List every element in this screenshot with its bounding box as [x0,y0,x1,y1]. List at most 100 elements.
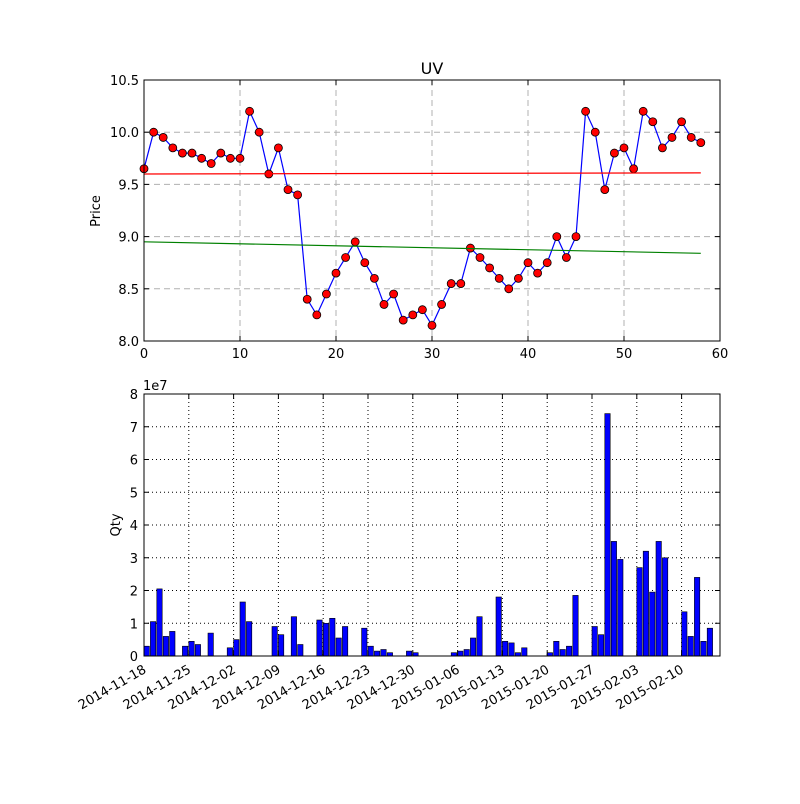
price-point [667,133,677,142]
qty-bar [502,640,509,657]
price-point [398,315,408,325]
qty-bar [226,647,233,657]
price-y-tick-label: 8.0 [118,335,139,350]
qty-bars [143,413,713,657]
qty-bar [559,649,566,657]
qty-y-tick-label: 5 [130,486,138,501]
price-point [331,268,341,278]
price-x-tick-label: 20 [328,347,345,362]
price-point [312,310,322,320]
qty-bar [143,645,150,657]
price-y-tick-label: 9.0 [118,231,139,246]
qty-bar [694,577,701,657]
price-point [254,127,264,137]
price-point [571,232,581,242]
price-x-tick-label: 60 [712,347,729,362]
qty-bar [207,632,214,657]
price-point [514,273,523,283]
qty-bar [591,626,598,657]
price-x-tick-label: 30 [424,347,441,362]
qty-bar [649,591,656,657]
qty-bar [374,650,381,657]
qty-bar [681,611,688,657]
qty-bar [406,650,413,657]
price-y-tick-label: 8.5 [118,283,139,298]
qty-bar [316,619,323,657]
price-chart: 0 10 20 30 40 50 60 8.0 8.5 9.0 9.5 10.0 10.5 UV Pri… [89,59,728,362]
price-point [610,148,619,158]
qty-bar [700,640,707,657]
price-point [321,289,331,299]
price-point [283,185,293,195]
price-x-tick-label: 40 [520,347,537,362]
qty-y-tick-label: 8 [130,388,138,403]
qty-bar [329,617,336,657]
price-series [139,106,706,330]
qty-bar [553,640,560,657]
price-point [619,143,629,153]
price-point [273,143,283,153]
price-point [187,148,197,158]
qty-bar [508,642,515,657]
price-x-tick-label: 10 [232,347,249,362]
price-y-tick-label: 10.5 [110,74,139,89]
price-point [341,253,351,262]
price-point [658,143,667,153]
qty-y-tick-label: 7 [130,421,138,436]
price-point [417,305,427,315]
price-point [456,279,466,288]
qty-bar [476,616,483,657]
qty-bar [380,649,387,657]
price-point [206,159,216,168]
price-chart-title: UV [421,59,444,78]
qty-bar [598,634,605,657]
qty-bar [239,601,246,657]
price-point [542,258,552,268]
qty-bar [687,636,694,657]
price-y-tick-label: 9.5 [118,178,139,193]
price-point [149,127,159,137]
price-point [216,148,226,158]
qty-bar [322,622,329,657]
price-point [485,263,495,273]
qty-bar [162,636,169,657]
price-x-tick-label: 50 [616,347,633,362]
price-point [369,273,379,283]
qty-bar [572,595,579,657]
price-point [504,284,514,294]
price-point [648,117,658,127]
price-point [638,106,648,116]
qty-bar [182,645,189,657]
qty-y-tick-label: 6 [130,454,138,469]
price-x-tick-label: 0 [140,347,148,362]
qty-bar [636,567,643,657]
qty-bar [297,644,304,657]
price-point [696,138,706,148]
qty-bar [617,559,624,657]
price-point [293,190,303,200]
price-point [379,300,389,309]
qty-bar [150,621,157,657]
price-y-tick-label: 10.0 [110,126,139,141]
qty-bar [566,645,573,657]
price-point [590,127,600,137]
qty-bar [463,649,470,657]
qty-bar [342,626,349,657]
price-point [523,258,533,268]
qty-bar [271,626,278,657]
price-point [177,148,187,158]
qty-y-tick-label: 0 [130,650,138,665]
price-point [562,253,571,262]
qty-bar [169,631,176,657]
qty-scale-label: 1e7 [143,379,168,394]
qty-bar [156,588,163,657]
price-point [427,320,437,330]
qty-bar [233,639,240,657]
qty-bar [457,650,464,657]
qty-bar [290,616,297,657]
price-point [197,153,207,163]
qty-bar [470,637,477,657]
price-point [533,268,542,278]
